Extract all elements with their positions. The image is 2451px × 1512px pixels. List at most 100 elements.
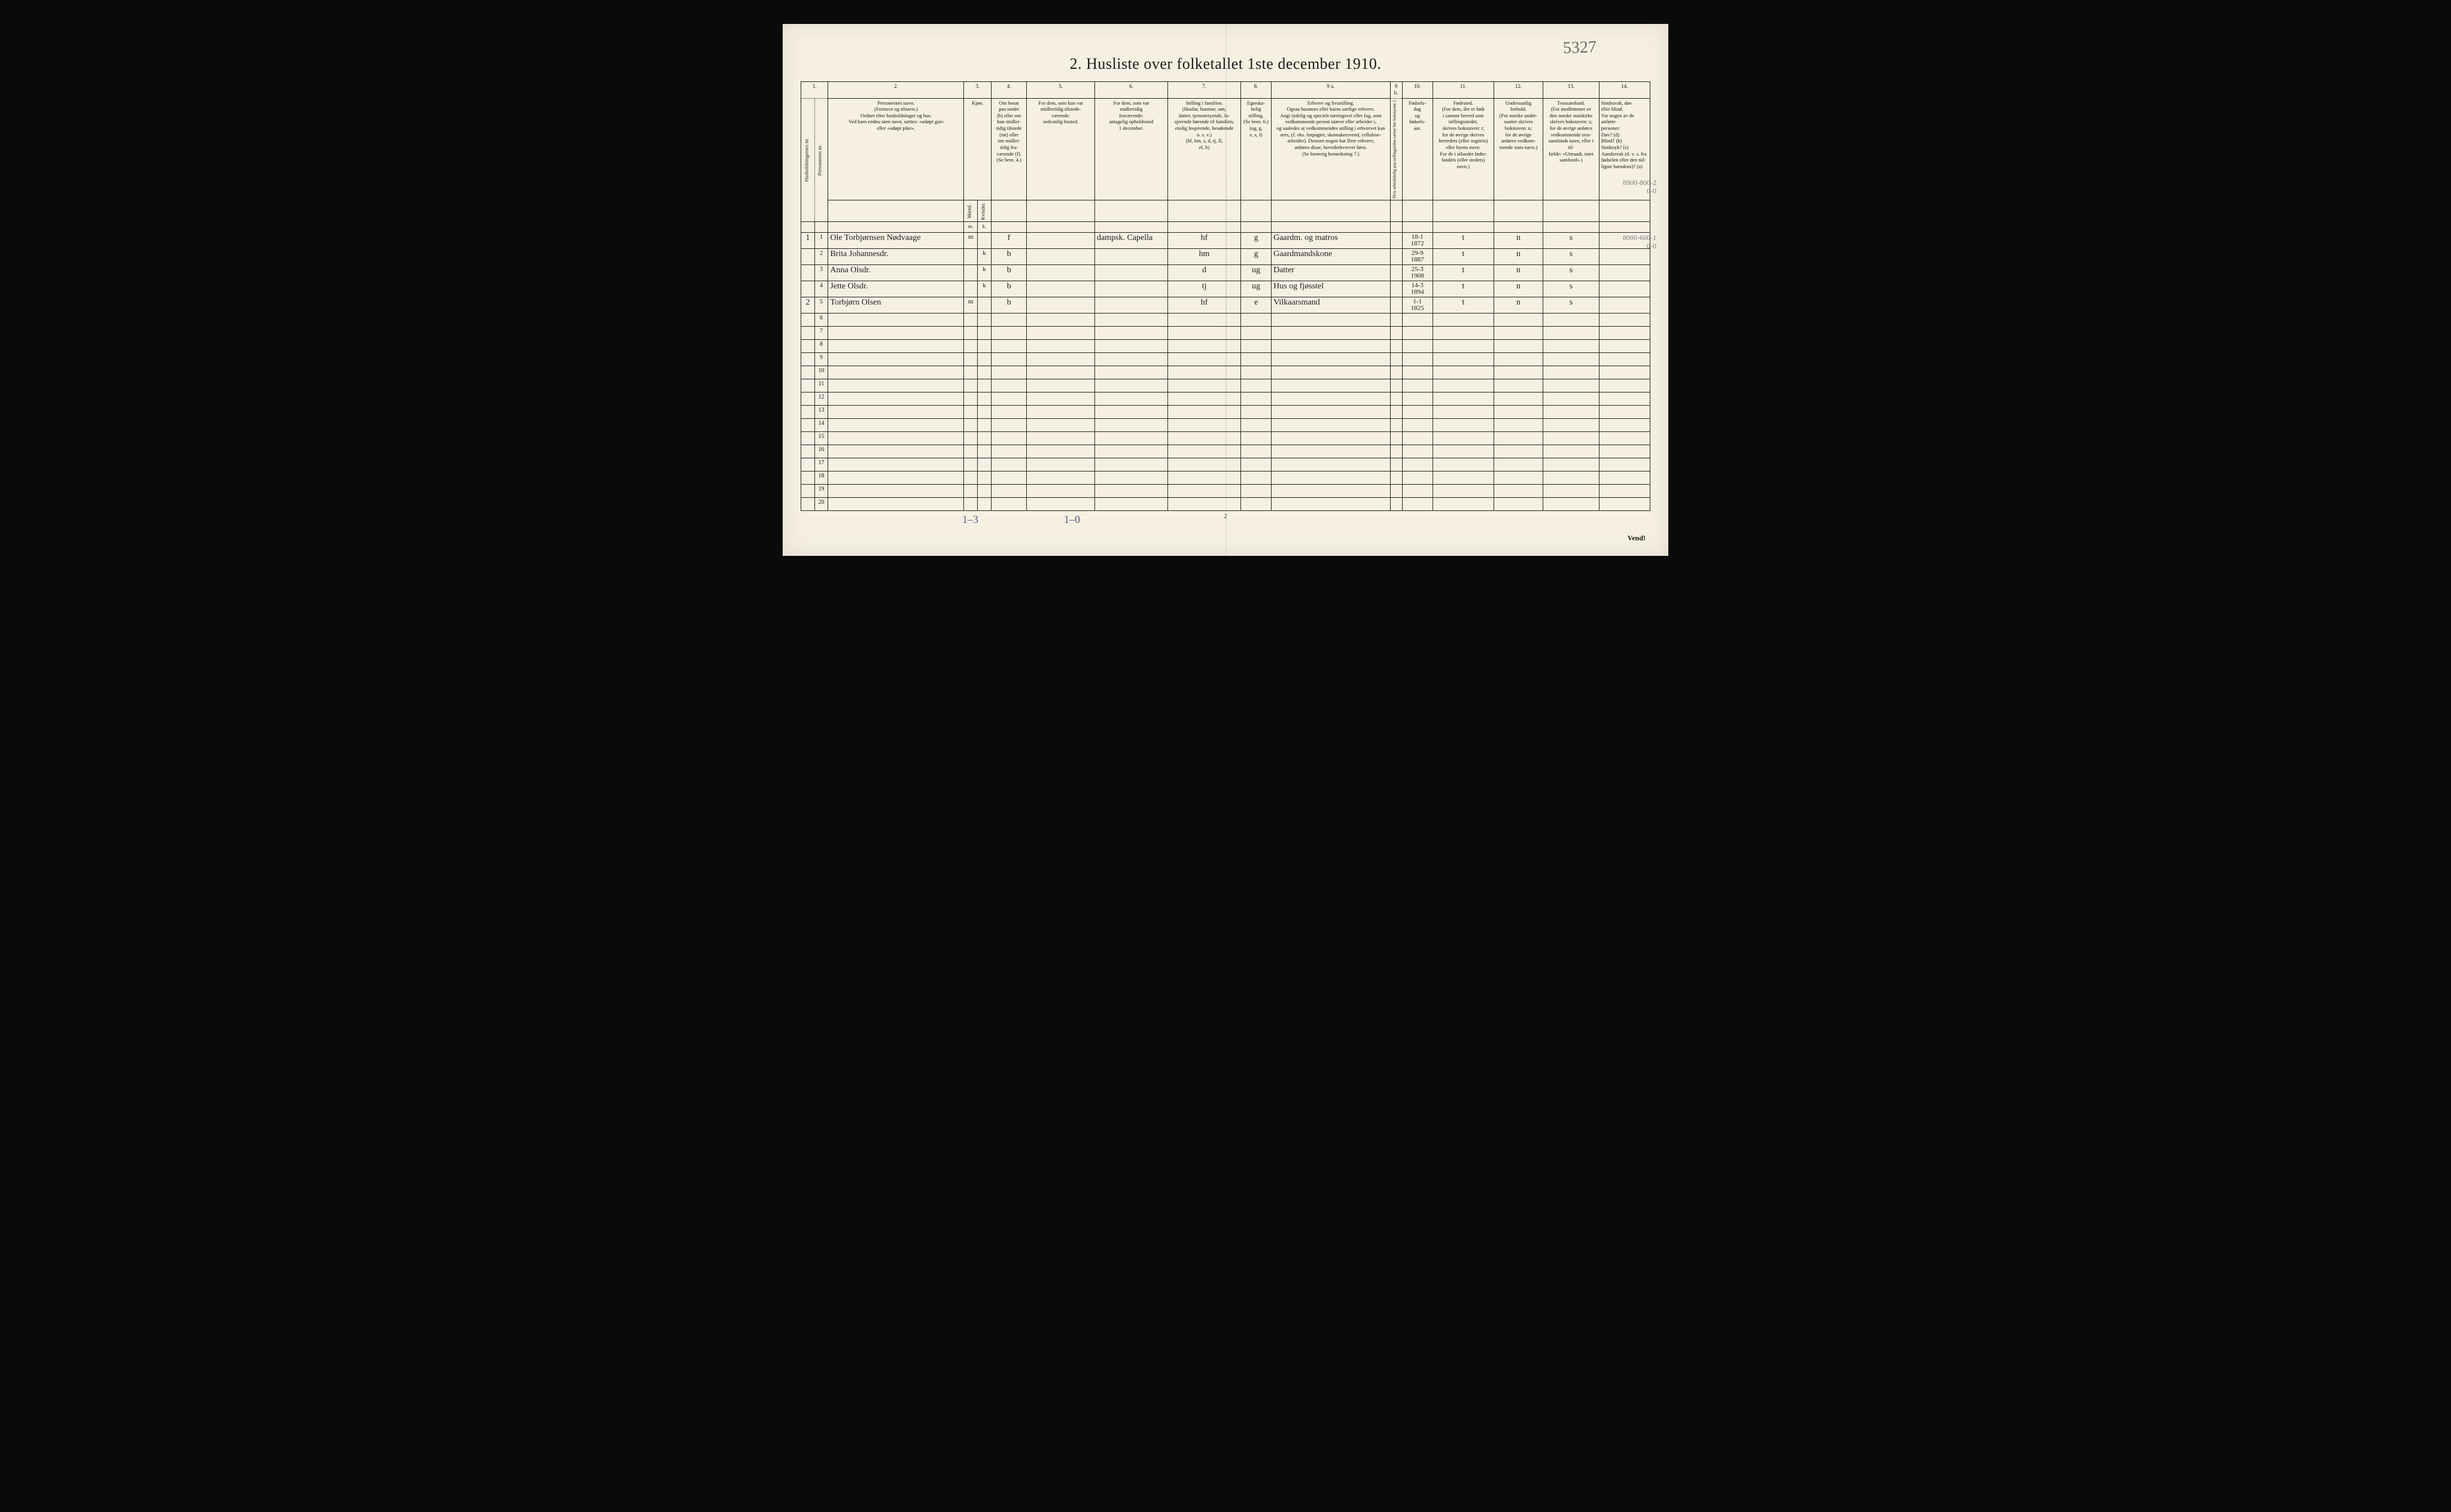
cell-empty <box>1543 327 1599 340</box>
cell-empty <box>1494 340 1543 353</box>
cell-empty <box>964 498 978 511</box>
cell-empty <box>1167 406 1240 419</box>
table-row: 17 <box>801 458 1650 471</box>
col-num: 1. <box>801 82 828 99</box>
cell-empty <box>978 445 992 458</box>
cell-empty <box>1027 340 1095 353</box>
cell-empty <box>1272 314 1391 327</box>
sub-blank <box>1241 222 1272 233</box>
cell-empty <box>1390 432 1402 445</box>
cell-mt <box>1027 249 1095 265</box>
cell-pn: 17 <box>814 458 828 471</box>
cell-us: n <box>1494 281 1543 297</box>
cell-hh <box>801 419 815 432</box>
cell-empty <box>978 419 992 432</box>
cell-empty <box>1599 445 1650 458</box>
cell-empty <box>1402 485 1433 498</box>
cell-l <box>1390 265 1402 281</box>
cell-bos: b <box>991 281 1027 297</box>
cell-tr: s <box>1543 249 1599 265</box>
cell-k <box>978 233 992 249</box>
table-row: 12 <box>801 393 1650 406</box>
sub-blank <box>1494 200 1543 222</box>
cell-empty <box>1543 353 1599 366</box>
cell-l <box>1390 233 1402 249</box>
cell-empty <box>1599 340 1650 353</box>
cell-empty <box>1390 406 1402 419</box>
cell-pn: 3 <box>814 265 828 281</box>
cell-empty <box>978 379 992 393</box>
cell-empty <box>1390 471 1402 485</box>
col-num: 9 b. <box>1390 82 1402 99</box>
cell-empty <box>1241 485 1272 498</box>
cell-hh <box>801 265 815 281</box>
cell-empty <box>1094 485 1167 498</box>
census-table: 1. 2. 3. 4. 5. 6. 7. 8. 9 a. 9 b. 10. 11… <box>801 81 1650 511</box>
cell-k: k <box>978 281 992 297</box>
cell-empty <box>964 485 978 498</box>
hdr-us: Undersaatlig forhold. (For norske under-… <box>1494 98 1543 200</box>
cell-empty <box>964 432 978 445</box>
cell-l <box>1390 297 1402 314</box>
cell-pn: 4 <box>814 281 828 297</box>
cell-empty <box>1390 366 1402 379</box>
cell-k: k <box>978 265 992 281</box>
cell-empty <box>991 379 1027 393</box>
cell-empty <box>991 432 1027 445</box>
hdr-fs: Fødested. (For dem, der er født i samme … <box>1433 98 1494 200</box>
cell-empty <box>828 432 964 445</box>
cell-empty <box>1094 340 1167 353</box>
cell-empty <box>1094 498 1167 511</box>
sub-m: Mænd. <box>964 200 978 222</box>
cell-empty <box>1433 379 1494 393</box>
cell-empty <box>964 327 978 340</box>
cell-hh <box>801 353 815 366</box>
cell-pn: 6 <box>814 314 828 327</box>
cell-empty <box>1433 458 1494 471</box>
cell-empty <box>1433 445 1494 458</box>
cell-fr <box>1094 281 1167 297</box>
cell-empty <box>1543 432 1599 445</box>
hdr-pnr: Personernes nr. <box>814 98 828 222</box>
cell-empty <box>1494 327 1543 340</box>
cell-hh <box>801 445 815 458</box>
cell-pn: 13 <box>814 406 828 419</box>
cell-sd <box>1599 281 1650 297</box>
cell-hh: 2 <box>801 297 815 314</box>
col-num: 9 a. <box>1272 82 1391 99</box>
cell-name: Jette Olsdr. <box>828 281 964 297</box>
cell-empty <box>1241 314 1272 327</box>
cell-erhv: Hus og fjøsstel <box>1272 281 1391 297</box>
cell-tr: s <box>1543 233 1599 249</box>
cell-empty <box>1599 314 1650 327</box>
cell-empty <box>1272 406 1391 419</box>
cell-pn: 16 <box>814 445 828 458</box>
cell-tr: s <box>1543 297 1599 314</box>
cell-empty <box>1494 353 1543 366</box>
cell-name: Torbjørn Olsen <box>828 297 964 314</box>
cell-l <box>1390 249 1402 265</box>
cell-empty <box>1494 393 1543 406</box>
cell-hh <box>801 498 815 511</box>
hdr-sex: Kjøn. <box>964 98 991 200</box>
cell-empty <box>1027 314 1095 327</box>
cell-empty <box>1599 485 1650 498</box>
cell-hh <box>801 432 815 445</box>
cell-empty <box>1433 485 1494 498</box>
cell-m: m <box>964 297 978 314</box>
cell-empty <box>1167 366 1240 379</box>
cell-fam: d <box>1167 265 1240 281</box>
cell-empty <box>1167 471 1240 485</box>
table-row: 13 <box>801 406 1650 419</box>
sub-blank <box>1433 200 1494 222</box>
cell-empty <box>1094 327 1167 340</box>
cell-empty <box>964 445 978 458</box>
table-row: 14 <box>801 419 1650 432</box>
cell-empty <box>1543 445 1599 458</box>
cell-fam: hf <box>1167 297 1240 314</box>
cell-pn: 11 <box>814 379 828 393</box>
sub-blank <box>991 222 1027 233</box>
cell-hh <box>801 314 815 327</box>
cell-empty <box>1272 445 1391 458</box>
cell-empty <box>991 327 1027 340</box>
